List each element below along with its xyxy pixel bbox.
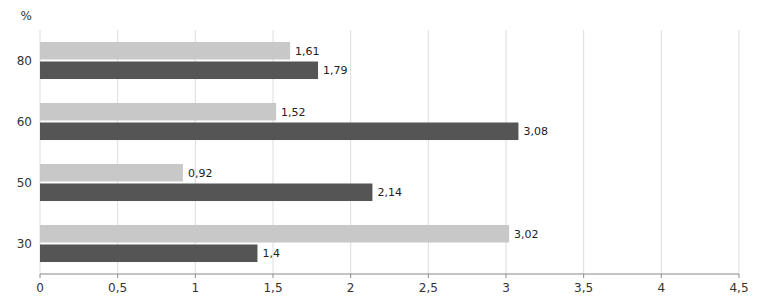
tick-mark — [506, 274, 507, 278]
tick-label: 2 — [347, 281, 355, 295]
data-label: 1,61 — [295, 45, 320, 58]
tick-mark — [117, 274, 118, 278]
grid-line — [739, 30, 740, 274]
bar — [40, 62, 318, 80]
grid-line — [583, 30, 584, 274]
data-label: 1,52 — [281, 106, 306, 119]
y-axis-label: % — [21, 9, 32, 23]
bar — [40, 245, 257, 263]
category-label: 60 — [17, 115, 32, 129]
data-label: 1,79 — [323, 64, 348, 77]
tick-label: 3 — [502, 281, 510, 295]
tick-mark — [273, 274, 274, 278]
bar — [40, 184, 372, 202]
tick-label: 4,5 — [729, 281, 748, 295]
bars — [40, 42, 518, 262]
tick-label: 0 — [36, 281, 44, 295]
tick-label: 1 — [192, 281, 200, 295]
grid — [40, 30, 739, 274]
grid-line — [661, 30, 662, 274]
tick-label: 2,5 — [419, 281, 438, 295]
chart: 00,511,522,533,544,51,611,791,523,080,92… — [0, 0, 779, 304]
bar — [40, 42, 290, 60]
data-labels: 1,611,79 1,52 3,08 0,92 2,14 3,02 1,4 — [188, 45, 548, 261]
tick-mark — [40, 274, 41, 278]
data-label: 0,92 — [188, 167, 213, 180]
x-axis-line — [40, 274, 739, 275]
tick-mark — [350, 274, 351, 278]
tick-label: 3,5 — [574, 281, 593, 295]
bar — [40, 225, 509, 243]
tick-mark — [583, 274, 584, 278]
tick-mark — [195, 274, 196, 278]
x-ticks: 0 0,5 1 1,5 2 2,5 3 3,5 4 4,5 — [36, 274, 748, 295]
category-label: 80 — [17, 54, 32, 68]
data-label: 1,4 — [262, 247, 280, 260]
tick-label: 4 — [658, 281, 666, 295]
tick-label: 0,5 — [108, 281, 127, 295]
tick-mark — [428, 274, 429, 278]
data-label: 3,08 — [523, 125, 548, 138]
bar — [40, 164, 183, 182]
tick-mark — [661, 274, 662, 278]
tick-label: 1,5 — [263, 281, 282, 295]
data-label: 2,14 — [377, 186, 402, 199]
data-label: 3,02 — [514, 228, 539, 241]
y-ticks: 80 60 50 30 — [17, 54, 32, 251]
bar — [40, 103, 276, 121]
tick-mark — [739, 274, 740, 278]
bar — [40, 123, 518, 141]
category-label: 30 — [17, 237, 32, 251]
category-label: 50 — [17, 176, 32, 190]
